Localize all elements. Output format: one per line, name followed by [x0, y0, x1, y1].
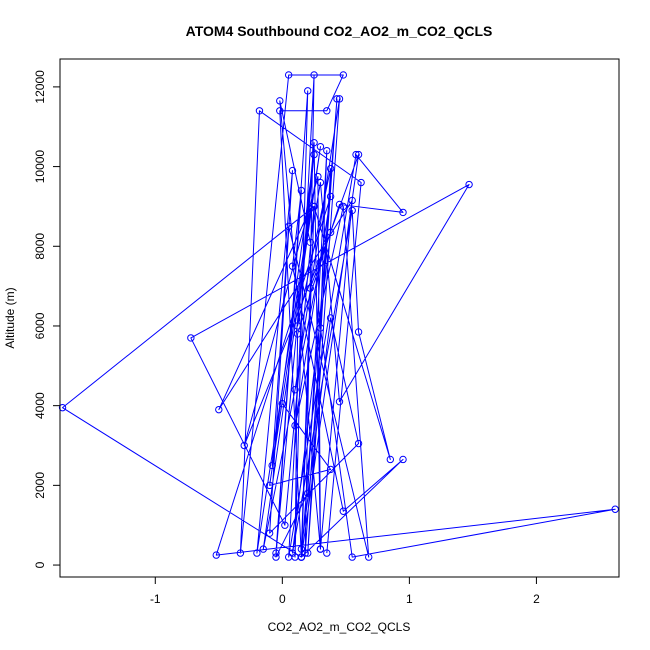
data-point: [348, 196, 356, 205]
x-axis: -1 0 1 2: [150, 576, 540, 606]
chart-title: ATOM4 Southbound CO2_AO2_m_CO2_QCLS: [186, 23, 493, 39]
data-point: [316, 258, 325, 266]
data-point: [357, 178, 365, 187]
data-point: [291, 386, 299, 394]
data-point: [399, 455, 407, 464]
data-point: [306, 204, 314, 213]
data-point: [323, 549, 331, 557]
data-point: [316, 324, 325, 332]
data-point: [310, 138, 318, 147]
data-point: [304, 489, 312, 498]
data-point: [326, 228, 335, 237]
data-point: [326, 164, 335, 173]
data-point: [215, 405, 223, 414]
data-point: [272, 553, 280, 561]
y-tick-label: 6000: [33, 312, 47, 339]
series-line: [62, 74, 616, 558]
data-point: [316, 142, 325, 151]
data-point: [310, 202, 318, 211]
data-point: [297, 186, 306, 195]
x-tick-label: 0: [279, 592, 286, 606]
data-point: [236, 549, 245, 557]
x-tick-label: -1: [150, 592, 161, 606]
data-point: [365, 553, 373, 561]
data-point: [281, 521, 289, 529]
data-point: [306, 284, 314, 292]
data-point: [348, 553, 356, 561]
data-point: [314, 172, 322, 181]
data-point: [58, 403, 67, 412]
data-point: [306, 238, 314, 246]
x-axis-label: CO2_AO2_m_CO2_QCLS: [268, 620, 411, 634]
data-point: [284, 71, 293, 79]
data-point: [323, 146, 331, 155]
data-point: [288, 549, 297, 557]
data-point: [326, 314, 335, 322]
data-point: [326, 192, 335, 201]
data-point: [339, 202, 348, 211]
data-point: [297, 545, 306, 553]
data-point: [335, 397, 344, 406]
data-point: [301, 549, 309, 557]
data-point: [291, 421, 299, 430]
data-point: [316, 178, 325, 187]
data-point: [333, 95, 341, 103]
data-point: [354, 150, 363, 159]
y-tick-label: 12000: [33, 70, 47, 104]
data-point: [268, 461, 276, 470]
y-tick-label: 10000: [33, 150, 47, 184]
y-tick-label: 0: [33, 561, 47, 568]
data-point: [352, 150, 360, 159]
data-point: [240, 441, 248, 450]
data-point: [278, 399, 287, 408]
data-point: [326, 465, 335, 474]
data-point: [310, 71, 318, 79]
data-point: [335, 95, 344, 103]
data-point: [276, 97, 284, 105]
data-point: [310, 150, 318, 159]
y-axis: 0 2000 4000 6000 8000 10000 12000: [33, 70, 61, 568]
data-point: [288, 262, 297, 270]
data-point: [316, 545, 325, 553]
y-tick-label: 2000: [33, 472, 47, 499]
x-tick-label: 2: [533, 592, 540, 606]
data-point: [354, 439, 363, 448]
data-point: [259, 545, 267, 553]
data-point: [323, 107, 331, 115]
data-layer: [58, 71, 619, 561]
data-point: [304, 87, 312, 95]
x-tick-label: 1: [406, 592, 413, 606]
data-point: [265, 481, 274, 490]
data-point: [212, 551, 220, 559]
data-point: [272, 549, 280, 557]
data-point: [348, 206, 356, 215]
data-point: [354, 328, 363, 336]
data-point: [465, 180, 473, 189]
data-point: [284, 222, 293, 231]
data-point: [253, 549, 261, 557]
data-point: [297, 553, 306, 561]
data-point: [339, 71, 348, 79]
data-point: [386, 455, 395, 464]
data-point: [187, 334, 195, 342]
y-tick-label: 4000: [33, 392, 47, 419]
data-point: [611, 505, 619, 513]
data-point: [399, 208, 407, 217]
data-point: [339, 507, 348, 515]
y-axis-label: Altitude (m): [3, 287, 17, 348]
data-point: [288, 166, 297, 175]
y-tick-label: 8000: [33, 233, 47, 260]
data-point: [276, 107, 284, 115]
data-point: [265, 529, 274, 537]
data-point: [335, 200, 344, 209]
data-point: [293, 322, 302, 330]
data-point: [293, 330, 302, 338]
data-point: [304, 549, 312, 557]
data-point: [255, 107, 264, 115]
